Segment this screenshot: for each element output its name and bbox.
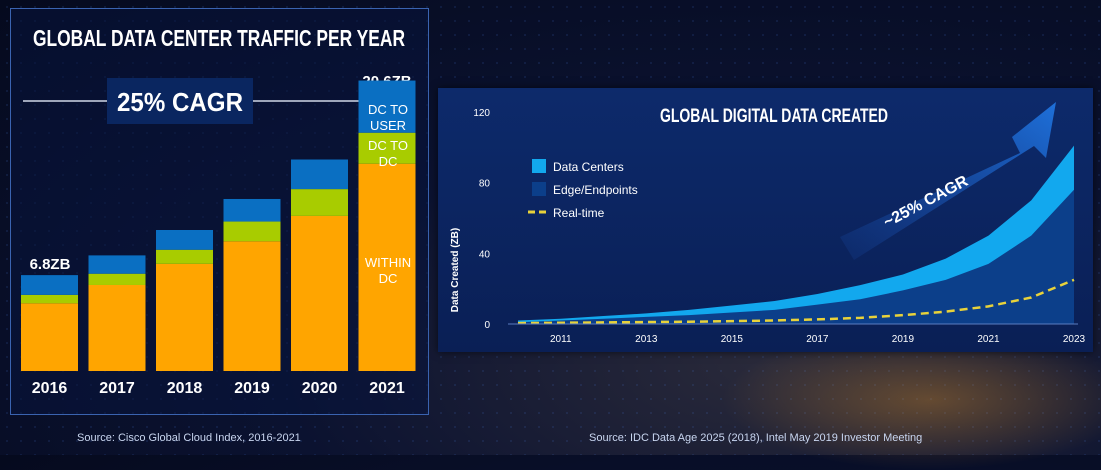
bar-2019-dc-to-dc bbox=[223, 221, 281, 242]
x-tick-2015: 2015 bbox=[721, 334, 744, 345]
bar-2021-dc-to-user bbox=[358, 80, 416, 133]
x-tick-2023: 2023 bbox=[1063, 334, 1086, 345]
cagr-box bbox=[107, 78, 253, 124]
right-source-note: Source: IDC Data Age 2025 (2018), Intel … bbox=[589, 432, 923, 444]
bar-2016-dc-to-dc bbox=[21, 294, 78, 304]
y-tick-120: 120 bbox=[473, 108, 490, 119]
x-tick-2017: 2017 bbox=[99, 380, 135, 397]
segment-labels: DC TO USER DC TO DC WITHIN DC bbox=[365, 102, 411, 286]
arrow-cagr-label: ~25% CAGR bbox=[881, 173, 971, 232]
bar-2020-dc-to-dc bbox=[291, 189, 348, 216]
legend-label-data-centers: Data Centers bbox=[553, 160, 624, 174]
left-source-note: Source: Cisco Global Cloud Index, 2016-2… bbox=[77, 432, 301, 444]
right-chart-title: GLOBAL DIGITAL DATA CREATED bbox=[660, 106, 888, 127]
x-tick-2013: 2013 bbox=[635, 334, 658, 345]
bar-2020-dc-to-user bbox=[291, 159, 348, 190]
x-tick-labels: 2011 2013 2015 2017 2019 2021 2023 bbox=[550, 334, 1086, 345]
y-tick-40: 40 bbox=[479, 249, 491, 260]
bar-2016-within-dc bbox=[21, 303, 78, 371]
x-tick-2017: 2017 bbox=[806, 334, 829, 345]
area-data-centers bbox=[518, 145, 1074, 324]
bar-2019-dc-to-user bbox=[223, 198, 281, 222]
line-real-time bbox=[517, 278, 1075, 325]
bar-2020-within-dc bbox=[291, 215, 348, 371]
right-chart-panel: ~25% CAGR GLOBAL DIGITAL DATA CREATED Da… bbox=[438, 88, 1093, 352]
x-tick-2020: 2020 bbox=[302, 380, 338, 397]
bar-2017-within-dc bbox=[88, 284, 146, 371]
x-tick-2016: 2016 bbox=[32, 380, 68, 397]
cagr-label: 25% CAGR bbox=[117, 87, 243, 117]
bar-2021-within-dc bbox=[358, 163, 416, 371]
within-dc-label-line2: DC bbox=[379, 271, 398, 286]
x-tick-2018: 2018 bbox=[167, 380, 203, 397]
y-tick-80: 80 bbox=[479, 179, 491, 190]
x-tick-2019: 2019 bbox=[892, 334, 915, 345]
area-chart: ~25% CAGR GLOBAL DIGITAL DATA CREATED Da… bbox=[450, 102, 1086, 345]
legend-label-real-time: Real-time bbox=[553, 206, 605, 220]
x-tick-2021: 2021 bbox=[369, 380, 405, 397]
bar-2017-dc-to-user bbox=[88, 255, 146, 274]
bar-2019-within-dc bbox=[223, 241, 281, 371]
bar-group bbox=[21, 80, 416, 371]
legend-swatch-data-centers bbox=[532, 159, 546, 173]
area-series bbox=[517, 145, 1075, 325]
bar-2018-dc-to-dc bbox=[156, 249, 213, 264]
bar-2021-dc-to-dc bbox=[358, 132, 416, 164]
background-glow bbox=[720, 330, 1101, 470]
x-tick-labels: 2016 2017 2018 2019 2020 2021 bbox=[32, 380, 405, 397]
bar-2018-within-dc bbox=[156, 263, 213, 371]
legend-label-edge-endpoints: Edge/Endpoints bbox=[553, 183, 638, 197]
dc-to-user-label-line1: DC TO bbox=[368, 102, 408, 117]
dc-to-dc-label-line2: DC bbox=[379, 154, 398, 169]
y-axis-label: Data Created (ZB) bbox=[450, 228, 461, 312]
x-tick-2019: 2019 bbox=[234, 380, 270, 397]
bar-2018-dc-to-user bbox=[156, 230, 213, 250]
dc-to-dc-label-line1: DC TO bbox=[368, 138, 408, 153]
legend-swatch-edge-endpoints bbox=[532, 182, 546, 196]
first-total-label: 6.8ZB bbox=[30, 256, 71, 273]
left-chart-title: GLOBAL DATA CENTER TRAFFIC PER YEAR bbox=[33, 25, 405, 51]
x-tick-2011: 2011 bbox=[550, 334, 572, 345]
stacked-bar-chart: GLOBAL DATA CENTER TRAFFIC PER YEAR 25% … bbox=[21, 25, 416, 397]
within-dc-label-line1: WITHIN bbox=[365, 255, 411, 270]
legend: Data Centers Edge/Endpoints Real-time bbox=[528, 159, 638, 220]
cagr-arrow bbox=[840, 102, 1056, 260]
y-tick-0: 0 bbox=[484, 320, 490, 331]
bar-2017-dc-to-dc bbox=[88, 273, 146, 285]
x-tick-2021: 2021 bbox=[977, 334, 1000, 345]
dc-to-user-label-line2: USER bbox=[370, 118, 406, 133]
left-chart-panel: GLOBAL DATA CENTER TRAFFIC PER YEAR 25% … bbox=[10, 8, 429, 415]
y-tick-labels: 0 40 80 120 bbox=[473, 108, 490, 331]
bar-2016-dc-to-user bbox=[21, 275, 78, 295]
area-edge-endpoints bbox=[518, 189, 1074, 324]
